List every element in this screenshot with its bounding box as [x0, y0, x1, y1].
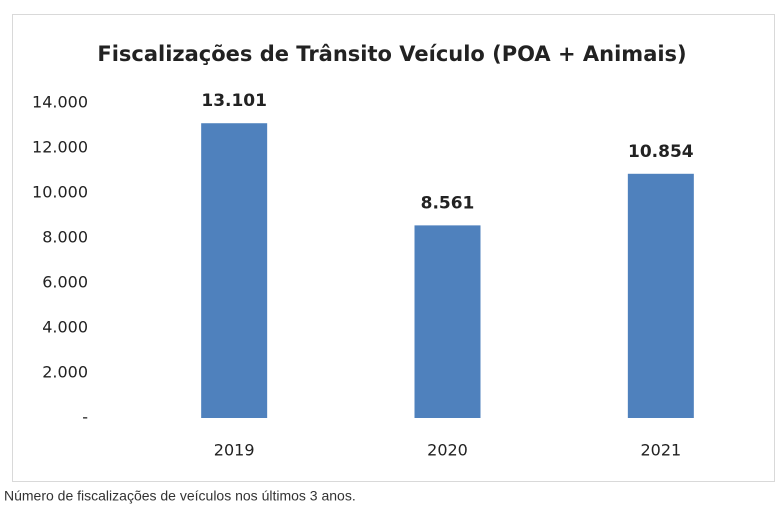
bar [414, 225, 481, 418]
chart-title: Fiscalizações de Trânsito Veículo (POA +… [97, 42, 686, 66]
x-tick-label: 2020 [427, 441, 468, 460]
y-tick-label: - [82, 408, 88, 427]
caption: Número de fiscalizações de veículos nos … [4, 488, 356, 504]
value-label: 13.101 [201, 91, 267, 111]
y-tick-label: 4.000 [42, 318, 88, 337]
y-tick-label: 8.000 [42, 228, 88, 247]
bar [201, 123, 268, 418]
x-tick-label: 2021 [640, 441, 681, 460]
x-tick-label: 2019 [214, 441, 255, 460]
bar [627, 173, 694, 418]
y-tick-label: 2.000 [42, 363, 88, 382]
value-label: 8.561 [421, 193, 475, 213]
y-tick-label: 10.000 [32, 183, 88, 202]
y-tick-label: 6.000 [42, 273, 88, 292]
value-label: 10.854 [628, 142, 694, 162]
y-tick-label: 14.000 [32, 93, 88, 112]
y-tick-label: 12.000 [32, 138, 88, 157]
